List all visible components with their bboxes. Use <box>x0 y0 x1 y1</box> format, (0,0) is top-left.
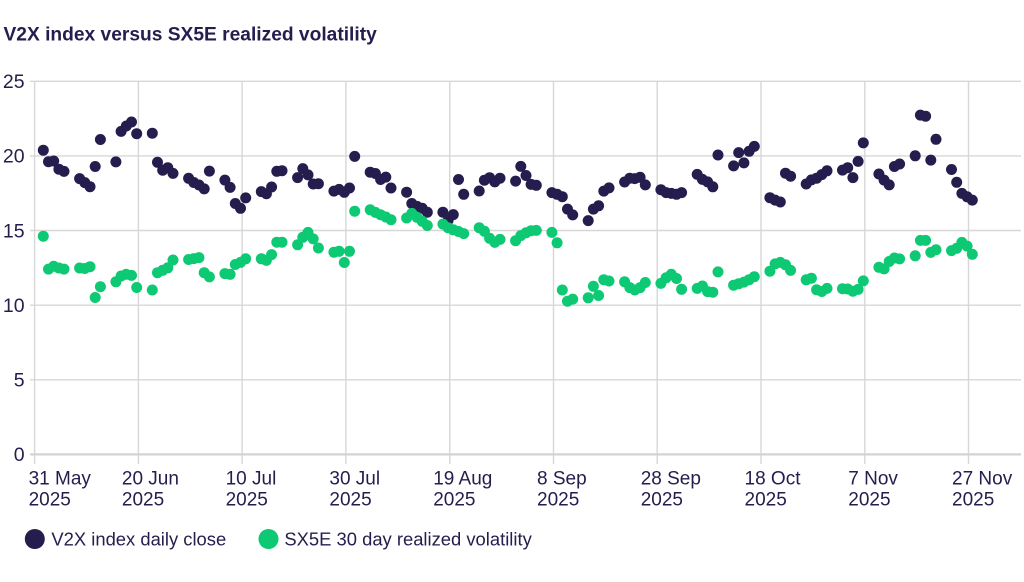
svg-text:V2X index versus SX5E realized: V2X index versus SX5E realized volatilit… <box>4 25 378 46</box>
svg-text:2025: 2025 <box>29 490 71 511</box>
svg-text:2025: 2025 <box>433 490 475 511</box>
svg-text:18 Oct: 18 Oct <box>745 469 802 490</box>
svg-text:2025: 2025 <box>952 490 994 511</box>
svg-text:28 Sep: 28 Sep <box>641 469 701 490</box>
svg-text:2025: 2025 <box>537 490 579 511</box>
svg-text:31 May: 31 May <box>29 469 92 490</box>
svg-text:10: 10 <box>3 295 25 317</box>
svg-text:2025: 2025 <box>745 490 787 511</box>
svg-text:2025: 2025 <box>226 490 268 511</box>
svg-text:V2X index daily close: V2X index daily close <box>51 529 226 550</box>
svg-text:2025: 2025 <box>641 490 683 511</box>
svg-text:2025: 2025 <box>329 490 371 511</box>
svg-text:27 Nov: 27 Nov <box>952 469 1013 490</box>
svg-text:15: 15 <box>3 220 25 242</box>
svg-text:20: 20 <box>3 146 25 168</box>
svg-text:5: 5 <box>14 370 25 392</box>
svg-text:7 Nov: 7 Nov <box>848 469 898 490</box>
svg-text:8 Sep: 8 Sep <box>537 469 587 490</box>
svg-text:SX5E 30 day realized volatilit: SX5E 30 day realized volatility <box>284 529 532 550</box>
svg-text:20 Jun: 20 Jun <box>122 469 179 490</box>
svg-text:2025: 2025 <box>122 490 164 511</box>
svg-text:0: 0 <box>14 444 25 466</box>
svg-text:30 Jul: 30 Jul <box>329 469 380 490</box>
svg-text:25: 25 <box>3 71 25 93</box>
svg-text:2025: 2025 <box>848 490 890 511</box>
svg-text:19 Aug: 19 Aug <box>433 469 492 490</box>
svg-text:10 Jul: 10 Jul <box>226 469 277 490</box>
